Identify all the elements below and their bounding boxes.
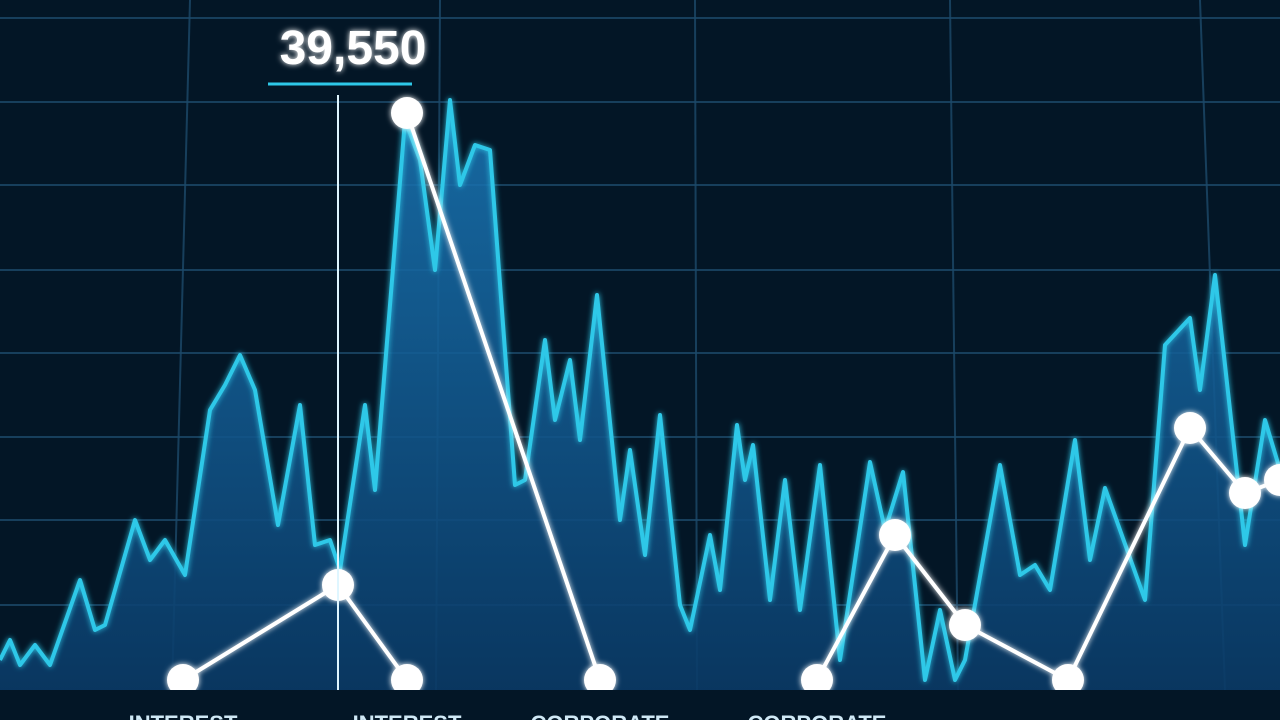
point <box>1052 664 1084 696</box>
axis-label: INTEREST <box>129 711 238 720</box>
axis-label: INTEREST <box>353 711 462 720</box>
line <box>405 112 602 681</box>
plot-area <box>0 97 1280 696</box>
axis-labels: INTEREST INTEREST CORPORATE CORPORATE <box>129 711 887 720</box>
footer <box>0 690 1280 720</box>
point <box>391 664 423 696</box>
point <box>584 664 616 696</box>
axis-label: CORPORATE <box>748 711 887 720</box>
annotation: 39,550 <box>280 22 427 75</box>
line <box>0 98 1280 682</box>
point <box>1229 477 1261 509</box>
point <box>801 664 833 696</box>
axis-label: CORPORATE <box>531 711 670 720</box>
point <box>167 664 199 696</box>
point <box>1174 412 1206 444</box>
point <box>879 519 911 551</box>
point <box>391 97 423 129</box>
point <box>1264 464 1280 496</box>
area <box>0 100 1280 690</box>
point <box>949 609 981 641</box>
